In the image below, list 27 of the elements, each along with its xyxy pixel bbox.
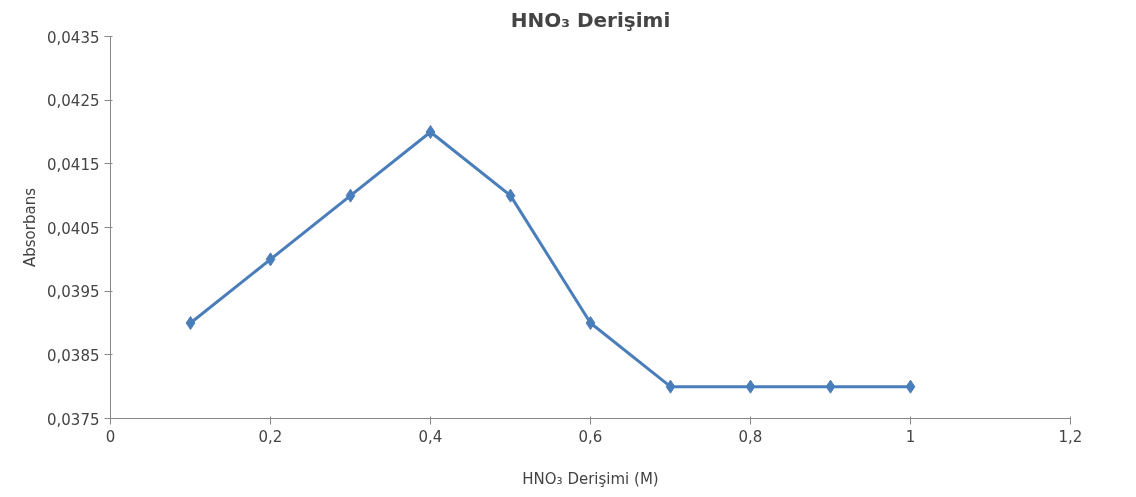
y-axis-title: Absorbans: [21, 187, 40, 267]
x-tick-label: 0,4: [418, 427, 443, 446]
x-tick-label: 0,2: [258, 427, 283, 446]
point: [665, 379, 676, 394]
x-tick-label: 1: [905, 427, 916, 446]
y-tick-label: 0,0435: [47, 28, 100, 47]
x-tick-label: 1,2: [1058, 427, 1083, 446]
point: [905, 379, 916, 394]
x-tick-label: 0: [105, 427, 116, 446]
point: [185, 316, 196, 330]
chart-title: HNO₃ Derişimi: [510, 7, 671, 32]
y-tick-label: 0,0415: [47, 155, 100, 174]
y-tick-label: 0,0425: [47, 92, 100, 111]
point: [505, 188, 516, 203]
y-tick-label: 0,0405: [47, 219, 100, 238]
point: [425, 125, 436, 139]
point: [265, 252, 276, 267]
y-tick-label: 0,0395: [47, 283, 100, 302]
point: [585, 316, 596, 330]
point: [345, 188, 356, 203]
x-axis-title: HNO₃ Derişimi (M): [522, 469, 659, 488]
x-tick-label: 0,6: [578, 427, 603, 446]
x-tick-label: 0,8: [738, 427, 763, 446]
y-tick-label: 0,0385: [47, 346, 100, 365]
point: [745, 379, 756, 394]
y-tick-label: 0,0375: [47, 410, 100, 429]
point: [825, 379, 836, 394]
